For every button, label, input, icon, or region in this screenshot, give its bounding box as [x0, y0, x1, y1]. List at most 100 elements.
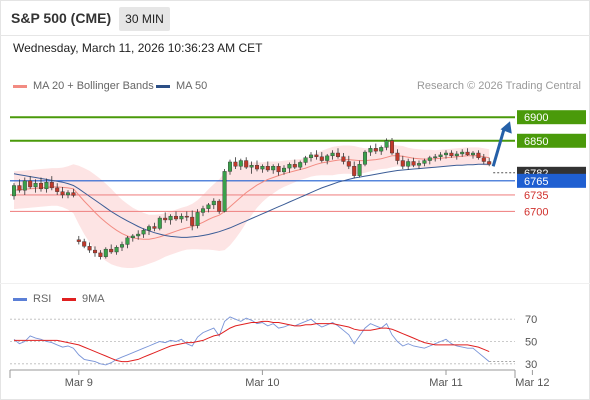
- candle-body: [249, 165, 254, 168]
- candle-body: [184, 215, 189, 218]
- candle-body: [157, 217, 162, 229]
- candle-body: [390, 140, 395, 154]
- candle-body: [44, 182, 49, 190]
- legend-rsi: RSI: [13, 293, 51, 305]
- candle-body: [319, 156, 324, 161]
- candle-body: [65, 192, 70, 196]
- legend-ma20: MA 20 + Bollinger Bands: [13, 80, 154, 92]
- candle-body: [357, 164, 362, 176]
- resistance-label-6850: 6850: [524, 136, 548, 148]
- candle-body: [211, 200, 216, 206]
- x-tick-label: Mar 11: [429, 377, 462, 389]
- support-label-6735: 6735: [524, 190, 548, 202]
- candle-body: [314, 154, 319, 157]
- rsi-9ma-line: [14, 320, 490, 363]
- candle-body: [481, 157, 486, 162]
- candle-body: [325, 155, 330, 161]
- current-price-box: [517, 173, 586, 188]
- candle-body: [244, 160, 249, 168]
- candle-body: [49, 182, 54, 189]
- candle-body: [33, 182, 38, 188]
- candle-body: [400, 160, 405, 167]
- candle-body: [227, 161, 232, 172]
- legend-9ma-label: 9MA: [82, 293, 105, 305]
- candle-body: [17, 185, 22, 191]
- candle-body: [292, 164, 297, 168]
- resistance-label-6900: 6900: [524, 112, 548, 124]
- candle-body: [146, 226, 151, 231]
- candle-body: [168, 215, 173, 221]
- top-divider: [0, 35, 590, 36]
- candle-body: [346, 161, 351, 167]
- candle-body: [395, 152, 400, 161]
- copyright-text: Research © 2026 Trading Central: [416, 80, 581, 92]
- rsi-tick-label-30: 30: [525, 359, 537, 371]
- candle-body: [28, 180, 33, 188]
- candle-body: [260, 166, 265, 170]
- candle-body: [282, 167, 287, 173]
- candle-body: [487, 161, 492, 165]
- legend-rsi-label: RSI: [33, 293, 52, 305]
- candle-body: [460, 151, 465, 155]
- candles-group: [11, 137, 492, 260]
- candle-body: [476, 152, 481, 158]
- candle-body: [276, 166, 281, 173]
- ma50-line: [13, 163, 490, 238]
- candle-body: [217, 200, 222, 212]
- candle-body: [449, 152, 454, 157]
- candle-body: [222, 171, 227, 212]
- candle-body: [60, 191, 65, 196]
- ma50-swatch: [156, 84, 170, 88]
- candle-body: [190, 216, 195, 226]
- candle-body: [444, 152, 449, 156]
- candle-body: [303, 157, 308, 163]
- candle-body: [71, 192, 76, 196]
- candle-body: [11, 185, 16, 197]
- candle-body: [336, 152, 341, 157]
- candle-body: [368, 148, 373, 153]
- candle-body: [427, 157, 432, 161]
- candle-body: [265, 166, 270, 171]
- candle-body: [454, 153, 459, 157]
- candle-body: [114, 247, 119, 253]
- candle-body: [200, 208, 205, 213]
- rsi-tick-label-70: 70: [525, 314, 537, 326]
- resistance-label-box-6850: [517, 133, 586, 148]
- candle-body: [136, 233, 141, 237]
- candle-body: [422, 160, 427, 164]
- candle-body: [373, 148, 378, 152]
- ma20-line: [13, 155, 490, 240]
- legend-ma50: MA 50: [156, 80, 207, 92]
- candle-body: [309, 154, 314, 158]
- candle-body: [130, 235, 135, 239]
- candle-body: [379, 147, 384, 152]
- ma20-swatch: [13, 84, 27, 88]
- candle-body: [233, 161, 238, 167]
- candle-body: [438, 154, 443, 157]
- panel-separator: [0, 283, 590, 284]
- legend-ma20-label: MA 20 + Bollinger Bands: [33, 80, 154, 92]
- candle-body: [298, 162, 303, 168]
- candle-body: [238, 160, 243, 167]
- top-bar: S&P 500 (CME) 30 MIN: [0, 0, 590, 36]
- candle-body: [384, 140, 389, 148]
- candle-body: [465, 151, 470, 156]
- candle-body: [76, 239, 81, 242]
- candle-body: [179, 215, 184, 220]
- candle-body: [433, 156, 438, 158]
- candle-body: [141, 230, 146, 235]
- candle-body: [195, 212, 200, 226]
- candle-body: [125, 237, 130, 245]
- ma9-swatch: [62, 297, 76, 301]
- candle-body: [287, 164, 292, 169]
- candle-body: [92, 249, 97, 254]
- timeframe-button[interactable]: 30 MIN: [119, 7, 170, 31]
- candle-body: [206, 204, 211, 209]
- candle-body: [103, 248, 108, 257]
- candle-body: [87, 246, 92, 251]
- candle-body: [254, 165, 259, 170]
- candle-body: [109, 248, 114, 253]
- candle-body: [98, 252, 103, 257]
- rsi-tick-label-50: 50: [525, 337, 537, 349]
